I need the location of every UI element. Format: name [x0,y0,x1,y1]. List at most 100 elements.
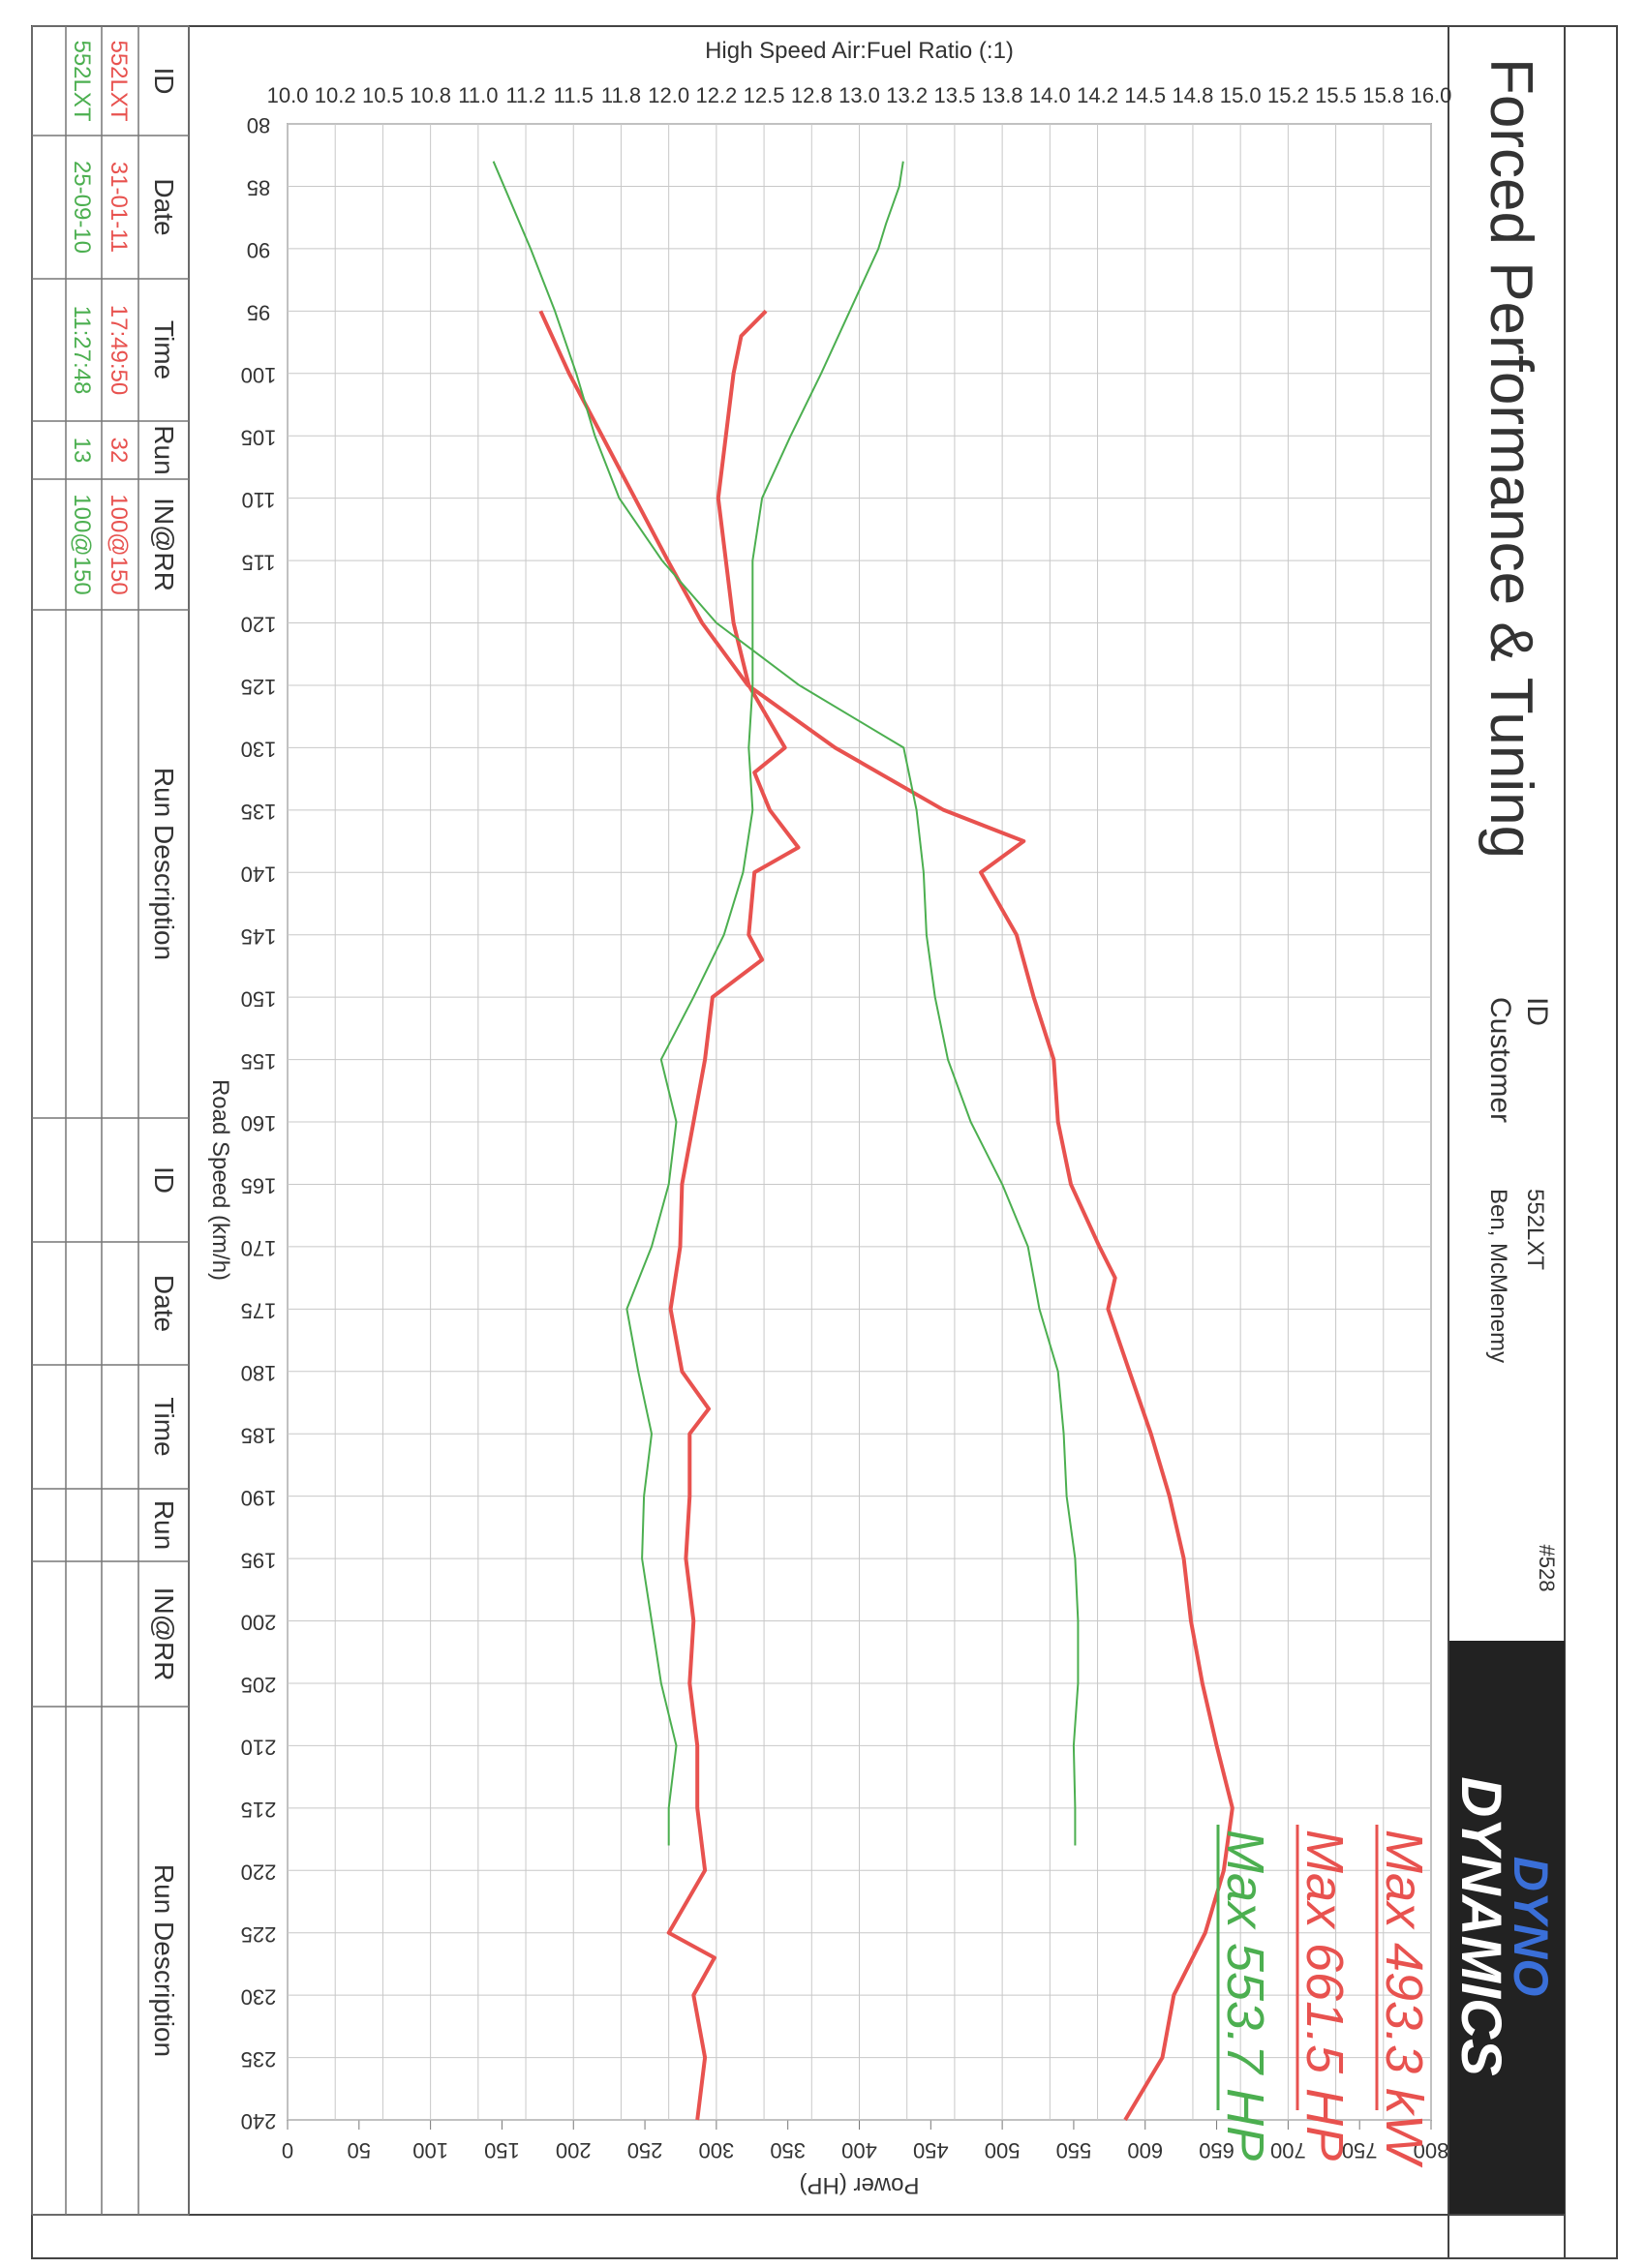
table-header: IN@RR [149,498,179,591]
x-tick-label: 240 [241,2109,277,2133]
y-tick-label: 14.0 [1029,83,1071,107]
x-tick-label: 185 [241,1423,277,1447]
series-line [538,310,1234,2122]
header-customer-label: Customer [1484,997,1516,1123]
table-cell: 100@150 [69,494,95,594]
logo-bottom: DYNAMICS [1449,1776,1512,2076]
x-tick-label: 95 [247,301,270,325]
landscape-layer: Forced Performance & Tuning ID Customer … [31,25,1618,2259]
y-tick-label: 13.8 [982,83,1023,107]
table-header: Run [149,1500,179,1550]
y-tick-label: 12.0 [648,83,689,107]
table-header: Time [149,1397,179,1456]
x-tick-label: 230 [241,1984,277,2009]
y-tick-label: 13.2 [886,83,928,107]
series-line [492,161,1080,1846]
y2-tick-label: 650 [1199,2138,1234,2162]
x-tick-label: 210 [241,1736,277,1760]
header-title: Forced Performance & Tuning [1478,58,1544,859]
x-tick-label: 180 [241,1361,277,1385]
logo-box [1448,1641,1565,2215]
x-tick-label: 190 [241,1486,277,1510]
x-tick-label: 135 [241,800,277,824]
table-cell: 13 [69,438,95,464]
annotation: Max 661.5 HP [1295,1830,1354,2161]
y-tick-label: 13.0 [838,83,880,107]
table-cell: 25-09-10 [69,161,95,254]
x-tick-label: 120 [241,613,277,637]
table-cell: 11:27:48 [69,306,95,395]
x-tick-label: 235 [241,2047,277,2071]
table-cell: 32 [106,438,132,464]
y2-tick-label: 100 [412,2138,448,2162]
y-tick-label: 15.8 [1362,83,1404,107]
annotation: Max 493.3 kW [1375,1830,1433,2168]
x-tick-label: 195 [241,1548,277,1572]
y2-tick-label: 500 [985,2138,1021,2162]
x-tick-label: 170 [241,1236,277,1260]
y2-tick-label: 350 [770,2138,806,2162]
y-tick-label: 16.0 [1411,83,1452,107]
header-id: 552LXT [1522,1189,1548,1270]
table-cell: 100@150 [106,494,132,594]
y2-tick-label: 250 [627,2138,663,2162]
table-cell: 31-01-11 [106,162,132,253]
y-tick-label: 14.2 [1077,83,1118,107]
table-header: ID [149,68,179,95]
table-cell: 17:49:50 [106,305,132,395]
y2-tick-label: 50 [348,2138,371,2162]
x-tick-label: 145 [241,924,277,949]
x-tick-label: 140 [241,862,277,886]
x-tick-label: 115 [241,550,275,574]
y2-tick-label: 0 [282,2138,293,2162]
header-customer: Ben, McMenemy [1485,1189,1511,1363]
x-tick-label: 90 [247,238,270,262]
x-tick-label: 155 [241,1049,277,1074]
y-tick-label: 14.5 [1124,83,1166,107]
y-tick-label: 10.0 [267,83,309,107]
x-tick-label: 80 [247,113,270,137]
x-tick-label: 165 [241,1174,277,1198]
header-id-label: ID [1521,997,1553,1026]
y-tick-label: 15.2 [1267,83,1309,107]
series-line [625,161,904,1846]
y2-tick-label: 800 [1414,2138,1449,2162]
y2-tick-label: 300 [699,2138,735,2162]
table-header: Date [149,1275,179,1332]
x-axis-title: Road Speed (km/h) [207,1079,233,1281]
series-line [666,309,801,2121]
table-header: Run Description [149,768,179,960]
logo-top: DYNO [1504,1857,1558,1997]
y2-tick-label: 550 [1056,2138,1092,2162]
y2-tick-label: 450 [913,2138,949,2162]
y2-tick-label: 750 [1342,2138,1378,2162]
x-tick-label: 130 [241,738,277,762]
table-header: Time [149,320,179,379]
y-tick-label: 11.0 [458,83,498,107]
y-tick-label: 11.5 [554,83,594,107]
annotation: Max 553.7 HP [1216,1830,1274,2161]
y-tick-label: 12.5 [744,83,785,107]
x-tick-label: 220 [241,1860,277,1884]
table-header: Run Description [149,1864,179,2057]
table-cell: 552LXT [106,40,132,121]
y2-tick-label: 600 [1127,2138,1163,2162]
x-tick-label: 110 [241,488,275,512]
x-tick-label: 205 [241,1673,277,1697]
header-number: #528 [1535,1545,1559,1592]
x-tick-label: 215 [241,1798,277,1822]
y-tick-label: 13.5 [934,83,976,107]
y2-tick-label: 200 [556,2138,592,2162]
x-tick-label: 105 [241,425,277,449]
y-tick-label: 15.5 [1315,83,1356,107]
y-tick-label: 11.8 [601,83,641,107]
y-axis-title: High Speed Air:Fuel Ratio (:1) [705,38,1014,64]
table-header: ID [149,1166,179,1194]
y-tick-label: 15.0 [1220,83,1262,107]
x-tick-label: 160 [241,1111,277,1135]
table-cell: 552LXT [69,40,95,121]
y-tick-label: 14.8 [1173,83,1214,107]
y-tick-label: 12.8 [791,83,833,107]
